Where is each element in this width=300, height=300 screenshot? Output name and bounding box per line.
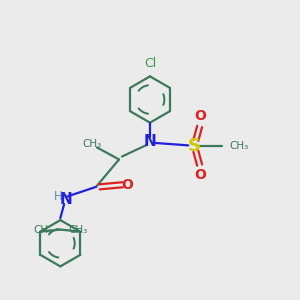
Text: S: S: [188, 137, 201, 155]
Text: H: H: [54, 190, 63, 203]
Text: N: N: [144, 134, 156, 149]
Text: O: O: [194, 168, 206, 182]
Text: O: O: [122, 178, 134, 192]
Text: CH₃: CH₃: [33, 225, 52, 235]
Text: CH₃: CH₃: [68, 225, 88, 235]
Text: CH₃: CH₃: [229, 141, 248, 151]
Text: N: N: [59, 192, 72, 207]
Text: Cl: Cl: [144, 57, 156, 70]
Text: CH₃: CH₃: [82, 139, 102, 149]
Text: O: O: [194, 109, 206, 123]
